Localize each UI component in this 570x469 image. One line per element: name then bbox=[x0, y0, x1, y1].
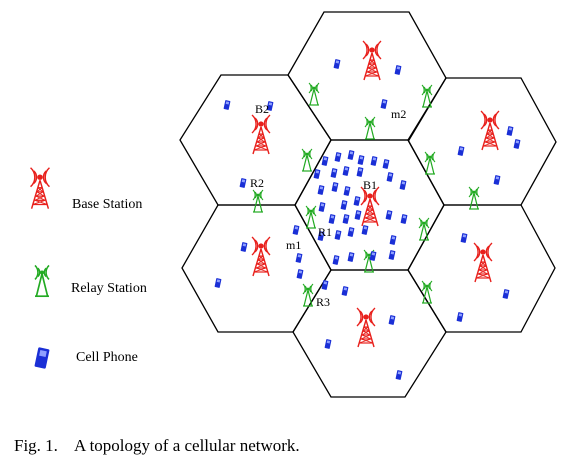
cell-phone-icon bbox=[239, 178, 247, 188]
cell-phone-icon bbox=[493, 175, 501, 185]
cell-phone-icon bbox=[388, 250, 396, 260]
cell-phone-icon bbox=[328, 214, 336, 224]
cell-phone-icon bbox=[334, 152, 342, 162]
relay-antenna-icon bbox=[252, 189, 264, 213]
legend-relay-station-label: Relay Station bbox=[71, 281, 147, 296]
cell-phone-icon bbox=[342, 166, 350, 176]
cell-phone-icon bbox=[321, 280, 329, 290]
cell-phone-icon bbox=[334, 230, 342, 240]
cell-phone-icon bbox=[240, 242, 248, 252]
cell-phone-icon bbox=[380, 99, 388, 109]
relay-antenna-icon bbox=[308, 82, 320, 106]
hex-cell-center bbox=[294, 139, 445, 271]
legend-relay-station-icon bbox=[34, 264, 50, 298]
cell-phone-icon bbox=[513, 139, 521, 149]
relay-antenna-icon bbox=[424, 151, 436, 175]
legend-cell-phone-label: Cell Phone bbox=[76, 350, 138, 365]
cell-phone-icon bbox=[369, 251, 377, 261]
cell-phone-icon bbox=[400, 214, 408, 224]
cell-phone-icon bbox=[386, 172, 394, 182]
cell-phone-icon bbox=[347, 227, 355, 237]
cell-phone-icon bbox=[385, 210, 393, 220]
cell-phone-icon bbox=[343, 186, 351, 196]
cell-phone-icon bbox=[456, 312, 464, 322]
cell-phone-icon bbox=[502, 289, 510, 299]
cell-phone-icon bbox=[353, 196, 361, 206]
figure-caption: Fig. 1. A topology of a cellular network… bbox=[14, 436, 300, 456]
base-station-tower-icon bbox=[251, 114, 271, 155]
cell-phone-icon bbox=[399, 180, 407, 190]
cell-phone-icon bbox=[457, 146, 465, 156]
legend-cell-phone-icon bbox=[34, 347, 50, 369]
cell-phone-icon bbox=[395, 370, 403, 380]
cell-phone-icon bbox=[460, 233, 468, 243]
relay-antenna-icon bbox=[468, 186, 480, 210]
hex-cell-northeast bbox=[407, 77, 557, 206]
legend: Base Station Relay Station Cell Phone bbox=[29, 167, 147, 369]
network-devices bbox=[214, 40, 521, 380]
cell-phone-icon bbox=[342, 214, 350, 224]
cell-phone-icon bbox=[341, 286, 349, 296]
cell-phone-icon bbox=[506, 126, 514, 136]
base-station-tower-icon bbox=[360, 186, 380, 227]
legend-base-station-label: Base Station bbox=[72, 197, 142, 212]
relay-antenna-icon bbox=[418, 217, 430, 241]
cell-phone-icon bbox=[332, 255, 340, 265]
cell-phone-icon bbox=[331, 182, 339, 192]
cell-phone-icon bbox=[347, 150, 355, 160]
base-station-tower-icon bbox=[480, 110, 500, 151]
cell-phone-icon bbox=[333, 59, 341, 69]
base-station-tower-icon bbox=[251, 236, 271, 277]
cell-phone-icon bbox=[388, 315, 396, 325]
label-b1: B1 bbox=[363, 178, 377, 192]
cell-phone-icon bbox=[340, 200, 348, 210]
cell-phone-icon bbox=[394, 65, 402, 75]
label-r3: R3 bbox=[316, 295, 330, 309]
cell-phone-icon bbox=[354, 210, 362, 220]
label-m2: m2 bbox=[391, 107, 406, 121]
cell-phone-icon bbox=[330, 168, 338, 178]
label-b2: B2 bbox=[255, 102, 269, 116]
hexagonal-cells bbox=[179, 11, 557, 398]
cell-phone-icon bbox=[357, 155, 365, 165]
relay-antenna-icon bbox=[421, 280, 433, 304]
cell-phone-icon bbox=[361, 225, 369, 235]
cell-phone-icon bbox=[295, 253, 303, 263]
cell-phone-icon bbox=[389, 235, 397, 245]
cell-phone-icon bbox=[356, 167, 364, 177]
figure-number: Fig. 1. bbox=[14, 436, 58, 455]
cell-phone-icon bbox=[296, 269, 304, 279]
cell-phone-icon bbox=[370, 156, 378, 166]
label-r1: R1 bbox=[318, 225, 332, 239]
cell-phone-icon bbox=[214, 278, 222, 288]
cell-phone-icon bbox=[382, 159, 390, 169]
relay-antenna-icon bbox=[301, 148, 313, 172]
cell-phone-icon bbox=[292, 225, 300, 235]
relay-antenna-icon bbox=[302, 283, 314, 307]
cell-phone-icon bbox=[347, 252, 355, 262]
base-station-tower-icon bbox=[362, 40, 382, 81]
cell-phone-icon bbox=[321, 156, 329, 166]
cell-phone-icon bbox=[223, 100, 231, 110]
hex-cell-south bbox=[292, 269, 447, 398]
base-station-tower-icon bbox=[356, 307, 376, 348]
label-m1: m1 bbox=[286, 238, 301, 252]
map-labels: B1 B2 R1 R2 R3 m1 m2 bbox=[250, 102, 406, 309]
cell-phone-icon bbox=[317, 185, 325, 195]
cell-phone-icon bbox=[324, 339, 332, 349]
relay-antenna-icon bbox=[421, 84, 433, 108]
legend-base-station-icon bbox=[29, 167, 51, 210]
label-r2: R2 bbox=[250, 176, 264, 190]
relay-antenna-icon bbox=[305, 205, 317, 229]
relay-antenna-icon bbox=[364, 116, 376, 140]
figure-caption-text: A topology of a cellular network. bbox=[74, 436, 300, 455]
cell-phone-icon bbox=[318, 202, 326, 212]
base-station-tower-icon bbox=[473, 242, 493, 283]
